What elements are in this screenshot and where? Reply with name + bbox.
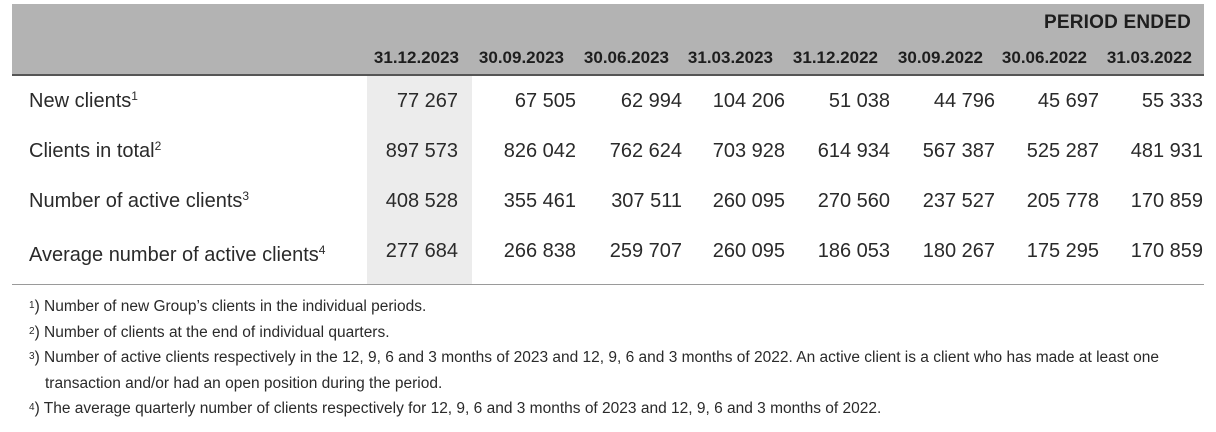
table-cell: 266 838 [503,240,576,262]
footnote-ref: 2 [154,139,162,153]
table-cell: 525 287 [1026,140,1099,162]
table-cell: 44 796 [933,90,995,112]
table-row: Average number of active clients4 277 68… [0,240,1216,270]
footnote: 1) Number of new Group’s clients in the … [29,298,427,315]
table-cell: 567 387 [922,140,995,162]
table-cell: 51 038 [828,90,890,112]
table-cell: 277 684 [385,240,458,262]
table-cell: 62 994 [620,90,682,112]
table-cell: 703 928 [712,140,785,162]
date-header: 30.06.2022 [1001,48,1087,67]
footnote: 4) The average quarterly number of clien… [29,400,882,417]
row-label: Average number of active clients4 [29,243,326,266]
date-header: 30.09.2022 [897,48,983,67]
footnotes: 1) Number of new Group’s clients in the … [29,294,1199,422]
row-label: Number of active clients3 [29,189,250,212]
date-header: 31.03.2023 [687,48,773,67]
footnote-mark: 3 [29,351,35,362]
table-cell: 77 267 [396,90,458,112]
date-header-row: 31.12.2023 30.09.2023 30.06.2023 31.03.2… [12,48,1204,72]
table-row: Number of active clients3 408 528 355 46… [0,189,1216,220]
table-bottom-rule [12,284,1204,285]
table-cell: 237 527 [922,190,995,212]
table-cell: 170 859 [1130,190,1203,212]
table-cell: 67 505 [514,90,576,112]
table-cell: 270 560 [817,190,890,212]
table-cell: 408 528 [385,190,458,212]
footnote: 3) Number of active clients respectively… [29,349,1159,392]
table-row: Clients in total2 897 573 826 042 762 62… [0,139,1216,170]
date-header: 31.12.2023 [373,48,459,67]
table-cell: 614 934 [817,140,890,162]
table-cell: 260 095 [712,190,785,212]
table-cell: 170 859 [1130,240,1203,262]
row-label: Clients in total2 [29,139,162,162]
table-cell: 104 206 [712,90,785,112]
date-header: 31.12.2022 [792,48,878,67]
table-cell: 897 573 [385,140,458,162]
table-header: PERIOD ENDED 31.12.2023 30.09.2023 30.06… [12,4,1204,76]
footnote: 2) Number of clients at the end of indiv… [29,323,390,341]
date-header: 31.03.2022 [1106,48,1192,67]
date-header: 30.06.2023 [583,48,669,67]
footnote-mark: 2 [29,325,35,337]
table-cell: 762 624 [609,140,682,162]
footnote-ref: 1 [131,89,138,103]
table-cell: 260 095 [712,240,785,262]
footnote-mark: 4 [29,402,35,413]
table-cell: 186 053 [817,240,890,262]
current-period-highlight [367,76,472,284]
table-cell: 259 707 [609,240,682,262]
table-cell: 45 697 [1037,90,1099,112]
footnote-ref: 3 [242,189,250,203]
date-header: 30.09.2023 [478,48,564,67]
table-cell: 180 267 [922,240,995,262]
footnote-ref: 4 [318,243,326,257]
table-cell: 55 333 [1141,90,1203,112]
table-cell: 481 931 [1130,140,1203,162]
row-label: New clients1 [29,89,138,112]
table-cell: 175 295 [1026,240,1099,262]
table-cell: 355 461 [503,190,576,212]
table-row: New clients1 77 267 67 505 62 994 104 20… [0,89,1216,120]
table-cell: 307 511 [611,190,682,212]
table-cell: 205 778 [1026,190,1099,212]
footnote-mark: 1 [29,300,35,311]
period-ended-label: PERIOD ENDED [1043,12,1191,33]
table-cell: 826 042 [503,140,576,162]
